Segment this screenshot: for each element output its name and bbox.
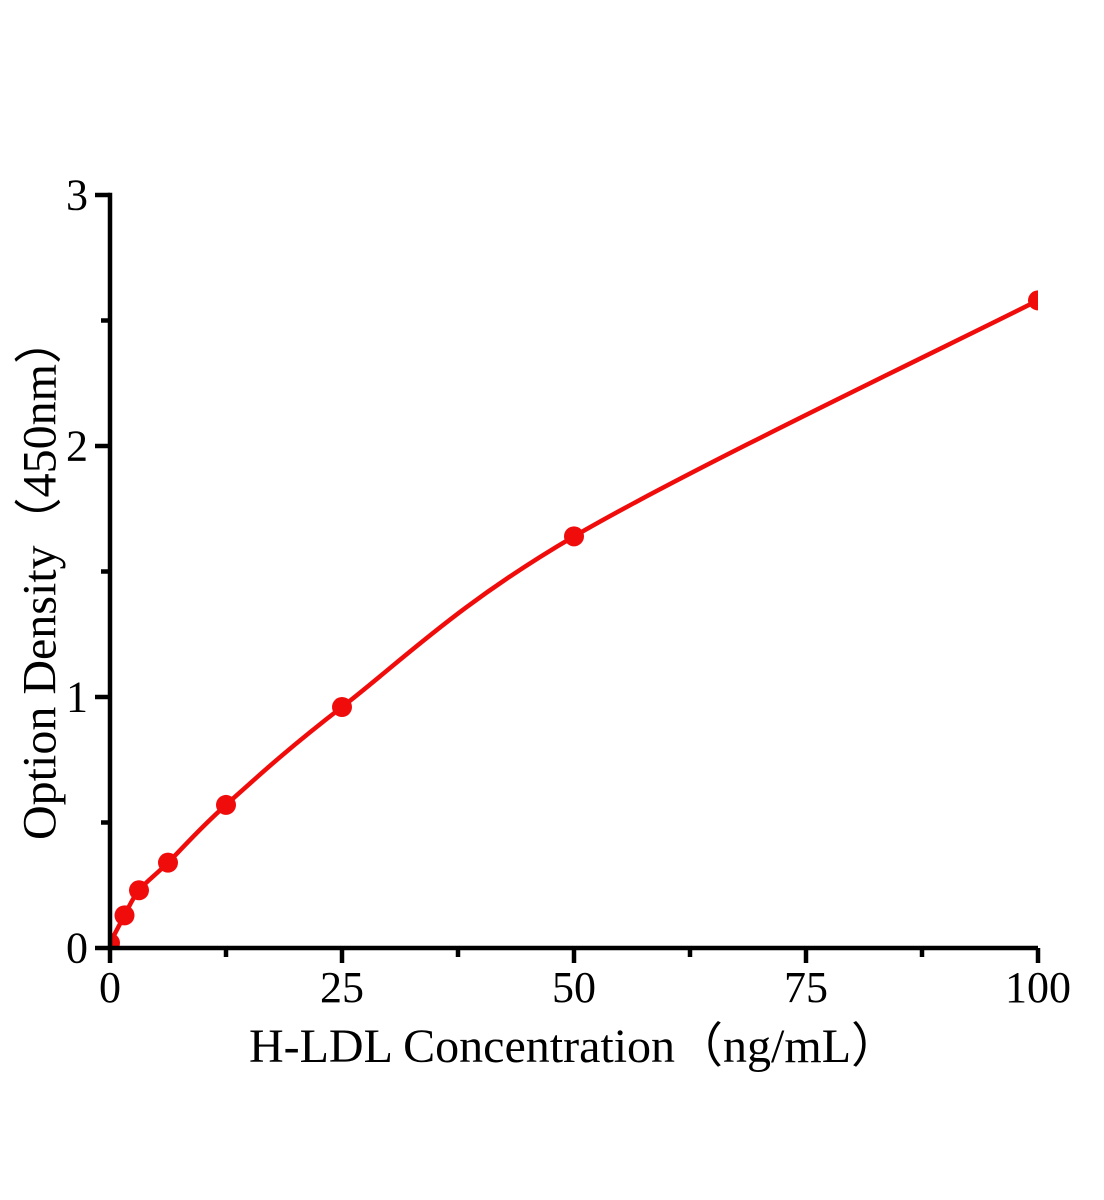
data-point xyxy=(332,697,352,718)
y-tick-label: 2 xyxy=(66,422,88,471)
y-tick-label: 3 xyxy=(66,171,88,220)
data-point xyxy=(216,794,236,815)
data-point xyxy=(158,852,178,873)
x-axis-title: H-LDL Concentration（ng/mL） xyxy=(249,1020,899,1073)
axes-layer xyxy=(107,192,1038,951)
axes-frame xyxy=(107,192,1038,951)
data-point xyxy=(564,526,584,547)
series-layer xyxy=(110,290,1038,948)
axis-ticks: 0 25 50 75 100 0 1 2 3 xyxy=(66,171,1071,1013)
data-point xyxy=(114,905,135,926)
x-tick-label: 0 xyxy=(99,963,121,1012)
data-point xyxy=(129,880,149,901)
y-tick-label: 1 xyxy=(66,673,88,722)
x-tick-label: 75 xyxy=(784,963,828,1012)
data-point xyxy=(1028,290,1038,311)
x-tick-label: 25 xyxy=(320,963,364,1012)
data-point xyxy=(110,932,120,948)
y-tick-label: 0 xyxy=(66,924,88,973)
x-tick-label: 100 xyxy=(1005,963,1071,1012)
y-axis-title: Option Density（450nm） xyxy=(14,316,67,840)
x-tick-label: 50 xyxy=(552,963,596,1012)
standard-curve-line xyxy=(110,298,1038,946)
